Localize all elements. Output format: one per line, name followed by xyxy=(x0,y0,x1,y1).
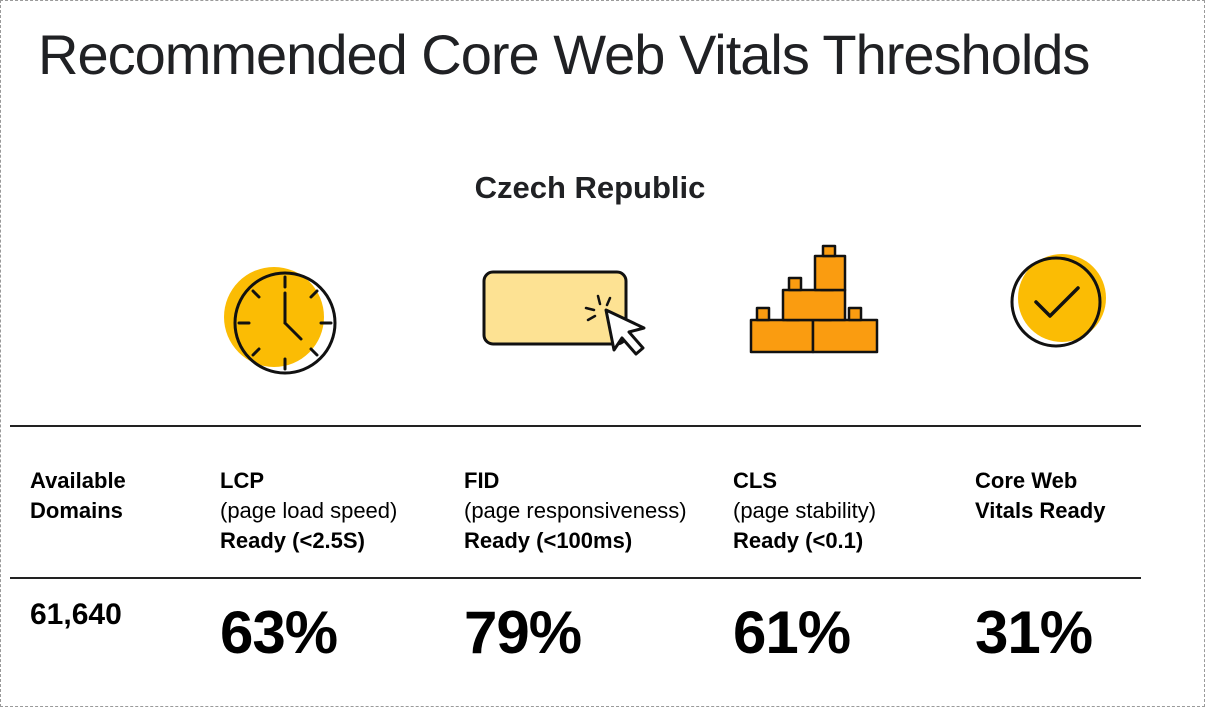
lcp-ready: Ready (<2.5S) xyxy=(220,528,365,553)
domains-header-line2: Domains xyxy=(30,498,123,523)
cwv-header-line2: Vitals Ready xyxy=(975,498,1106,523)
lcp-desc: (page load speed) xyxy=(220,498,398,523)
checkmark-icon xyxy=(1010,254,1106,348)
fid-value: 79% xyxy=(464,599,582,666)
page-title: Recommended Core Web Vitals Thresholds xyxy=(38,23,1090,86)
lcp-header: LCP (page load speed) Ready (<2.5S) xyxy=(220,466,397,556)
lcp-value: 63% xyxy=(220,599,338,666)
cwv-value: 31% xyxy=(975,599,1093,666)
cls-header: CLS (page stability) Ready (<0.1) xyxy=(733,466,876,556)
button-click-icon xyxy=(482,270,646,356)
header-bottom-rule xyxy=(10,577,1141,579)
fid-header: FID (page responsiveness) Ready (<100ms) xyxy=(464,466,687,556)
domains-header-line1: Available xyxy=(30,468,126,493)
domains-value: 61,640 xyxy=(30,598,122,631)
fid-ready: Ready (<100ms) xyxy=(464,528,633,553)
cwv-header-line1: Core Web xyxy=(975,468,1078,493)
cls-value: 61% xyxy=(733,599,851,666)
cls-name: CLS xyxy=(733,468,777,493)
header-top-rule xyxy=(10,425,1141,427)
blocks-icon xyxy=(749,244,879,354)
clock-icon xyxy=(224,267,337,375)
fid-desc: (page responsiveness) xyxy=(464,498,687,523)
lcp-name: LCP xyxy=(220,468,264,493)
cwv-header: Core Web Vitals Ready xyxy=(975,466,1105,526)
region-label: Czech Republic xyxy=(474,170,706,205)
domains-header: Available Domains xyxy=(30,466,126,526)
cls-desc: (page stability) xyxy=(733,498,877,523)
cls-ready: Ready (<0.1) xyxy=(733,528,864,553)
fid-name: FID xyxy=(464,468,500,493)
